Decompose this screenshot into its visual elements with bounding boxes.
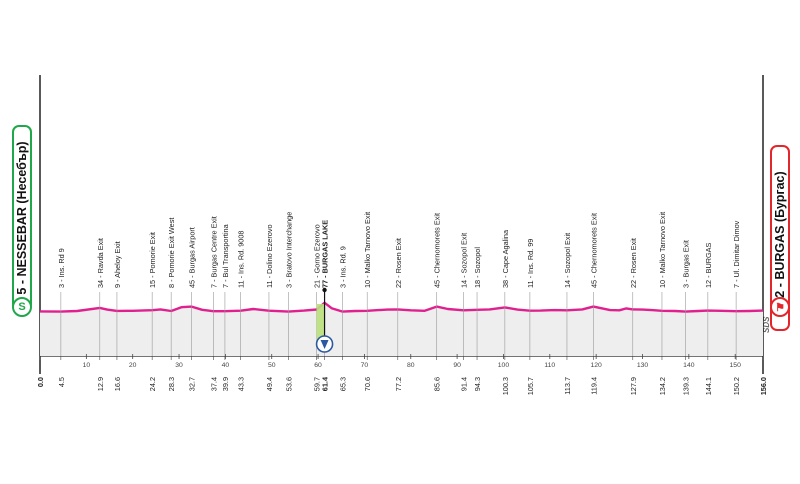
km-label: 12.9 — [96, 377, 105, 391]
marker-label: 45 - Chernomorets Exit — [433, 213, 442, 288]
marker-label: 8 - Pomorie Exit West — [167, 218, 176, 288]
distance-tick-label: 60 — [314, 362, 322, 369]
km-label: 134.2 — [658, 377, 667, 395]
marker-label: 11 - Dolino Ezerovo — [265, 224, 274, 288]
marker-label: 45 - Burgas Airport — [188, 227, 197, 288]
marker-label: 10 - Malko Tarnovo Exit — [658, 212, 667, 288]
km-label: 119.4 — [589, 377, 598, 395]
distance-tick-label: 70 — [361, 362, 369, 369]
km-label: 85.6 — [433, 377, 442, 391]
marker-label: 18 - Sozopol — [473, 247, 482, 288]
elevation-area — [40, 302, 763, 356]
sprint-zone — [316, 304, 325, 340]
sprint-icon-mark — [320, 340, 329, 349]
km-label: 24.2 — [148, 377, 157, 391]
distance-tick-label: 10 — [83, 362, 91, 369]
km-label: 144.1 — [704, 377, 713, 395]
km-label: 156.0 — [759, 377, 768, 395]
sprint-pointer-dot — [322, 287, 327, 293]
km-label: 28.3 — [167, 377, 176, 391]
distance-tick-label: 80 — [407, 362, 415, 369]
km-label: 0.0 — [36, 377, 45, 387]
km-label: 39.9 — [221, 377, 230, 391]
distance-tick-label: 140 — [683, 362, 695, 369]
distance-tick-label: 130 — [637, 362, 649, 369]
start-icon: S — [12, 297, 32, 317]
marker-label: 14 - Sozopol Exit — [460, 233, 469, 288]
marker-label: 22 - Rosen Exit — [394, 238, 403, 288]
marker-label: 7 - Ul. Dimitar Dimov — [732, 220, 741, 288]
marker-label: 3 - Burgas Exit — [682, 240, 691, 288]
distance-tick-label: 120 — [590, 362, 602, 369]
km-label: 32.7 — [188, 377, 197, 391]
distance-tick-label: 40 — [222, 362, 230, 369]
km-label: 94.3 — [473, 377, 482, 391]
marker-label: 3 - Bratovo Interchange — [284, 212, 293, 288]
marker-label: 9 - Aheloy Exit — [113, 241, 122, 288]
marker-label: 3 - Ins. Rd. 9 — [339, 246, 348, 288]
distance-tick-label: 100 — [498, 362, 510, 369]
km-label: 37.4 — [209, 377, 218, 391]
km-label: 70.6 — [363, 377, 372, 391]
km-label: 105.7 — [526, 377, 535, 395]
marker-label: 77 - BURGAS LAKE — [321, 220, 330, 288]
marker-label: 15 - Pomorie Exit — [148, 232, 157, 288]
marker-label: 38 - Cape Agalina — [501, 229, 510, 288]
km-label: 61.4 — [321, 376, 330, 391]
marker-label: 7 - Bul Transportina — [221, 223, 230, 288]
km-label: 53.6 — [284, 377, 293, 391]
km-label: 43.3 — [237, 377, 246, 391]
km-label: 91.4 — [460, 377, 469, 391]
marker-label: 11 - Ins. Rd. 9008 — [237, 231, 246, 288]
km-label: 150.2 — [732, 377, 741, 395]
distance-tick-label: 50 — [268, 362, 276, 369]
distance-tick-label: 30 — [175, 362, 183, 369]
marker-label: 22 - Rosen Exit — [629, 238, 638, 288]
finish-flag-icon: ⚑ — [770, 297, 790, 317]
marker-label: 7 - Burgas Centre Exit — [209, 216, 218, 288]
distance-tick-label: 150 — [730, 362, 742, 369]
distance-tick-label: 90 — [453, 362, 461, 369]
km-label: 77.2 — [394, 377, 403, 391]
distance-tick-label: 110 — [544, 362, 555, 369]
marker-label: 14 - Sozopol Exit — [563, 233, 572, 288]
km-label: 4.5 — [57, 377, 66, 387]
km-label: 59.7 — [313, 377, 322, 391]
km-label: 49.4 — [265, 377, 274, 391]
distance-tick-label: 20 — [129, 362, 137, 369]
marker-label: 45 - Chernomorets Exit — [589, 213, 598, 288]
marker-label: 10 - Malko Tarnovo Exit — [363, 212, 372, 288]
marker-label: 3 - Ins. Rd 9 — [57, 248, 66, 288]
km-label: 16.6 — [113, 377, 122, 391]
km-label: 100.3 — [501, 377, 510, 395]
km-label: 127.9 — [629, 377, 638, 395]
km-label: 113.7 — [563, 377, 572, 395]
marker-label: 11 - Ins. Rd. 99 — [526, 239, 535, 288]
marker-label: 21 - Gorno Ezerovo — [313, 224, 322, 288]
km-label: 139.3 — [682, 377, 691, 395]
elevation-line — [39, 301, 764, 313]
finish-label-box: 12 - BURGAS (Бургас) — [770, 145, 790, 331]
marker-label: 34 - Ravda Exit — [96, 238, 105, 288]
marker-label: 12 - BURGAS — [704, 242, 713, 288]
km-label: 65.3 — [339, 377, 348, 391]
